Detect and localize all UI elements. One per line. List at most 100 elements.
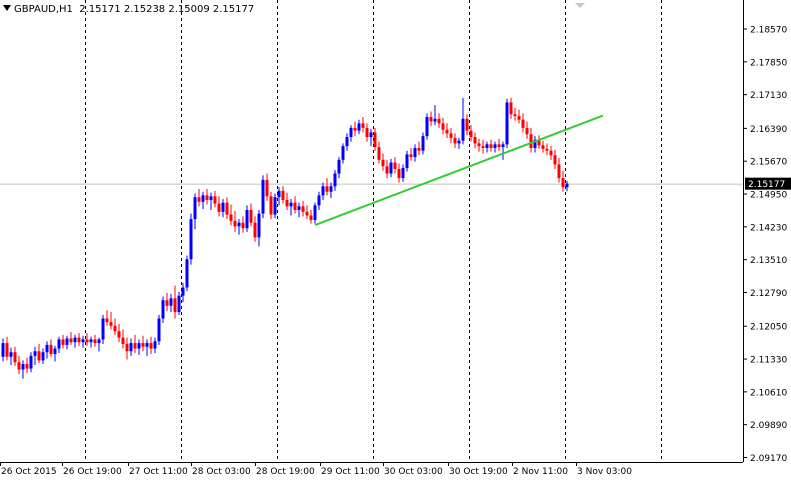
candle-body xyxy=(229,214,233,221)
candle-body xyxy=(313,205,317,221)
candle-body xyxy=(533,139,537,148)
candle-body xyxy=(77,337,81,343)
candle-body xyxy=(461,118,465,141)
x-tick-label: 3 Nov 03:00 xyxy=(577,467,632,477)
candle-body xyxy=(309,215,313,221)
candle-body xyxy=(89,339,93,343)
candle-body xyxy=(469,130,473,138)
candle-body xyxy=(173,298,177,313)
candle-body xyxy=(381,159,385,167)
candle-body xyxy=(513,114,517,117)
candle-body xyxy=(489,144,493,148)
candle-body xyxy=(161,300,165,319)
candle-body xyxy=(177,295,181,313)
x-tick-label: 30 Oct 03:00 xyxy=(384,467,443,477)
y-axis: 2.18570 2.17850 2.17130 2.16390 2.15670 2.149… xyxy=(743,26,787,464)
candle-body xyxy=(25,364,29,369)
candle-body xyxy=(485,144,489,148)
candle-body xyxy=(57,339,61,349)
y-tick-label: 2.10610 xyxy=(750,388,787,398)
candle-body xyxy=(237,222,241,227)
candle-body xyxy=(293,202,297,210)
candle-body xyxy=(549,150,553,156)
candle-body xyxy=(261,179,265,214)
candle-body xyxy=(537,139,541,146)
candle-body xyxy=(189,219,193,260)
candle-body xyxy=(265,179,269,197)
y-tick-label: 2.15670 xyxy=(750,158,787,168)
candle-body xyxy=(273,197,277,215)
candle-body xyxy=(361,123,365,128)
shift-marker-icon[interactable] xyxy=(575,3,585,8)
candle-body xyxy=(157,318,161,342)
candle-body xyxy=(317,195,321,206)
candle-body xyxy=(349,127,353,138)
candle-body xyxy=(429,116,433,122)
candle-body xyxy=(481,146,485,148)
candle-body xyxy=(209,196,213,200)
candle-body xyxy=(529,134,533,148)
y-tick-label: 2.18570 xyxy=(750,26,787,36)
y-tick-label: 2.12050 xyxy=(750,323,787,333)
candle-body xyxy=(373,132,377,148)
candle-body xyxy=(341,146,345,160)
candle-body xyxy=(141,343,145,347)
candle-body xyxy=(297,206,301,210)
x-tick-label: 2 Nov 11:00 xyxy=(513,467,568,477)
candle-body xyxy=(337,159,341,174)
candle-body xyxy=(561,178,565,188)
candle-body xyxy=(449,133,453,138)
candle-body xyxy=(21,364,25,370)
candle-body xyxy=(181,287,185,296)
candle-body xyxy=(437,118,441,124)
candle-body xyxy=(465,118,469,131)
candle-body xyxy=(125,343,129,352)
candle-body xyxy=(49,344,53,355)
x-tick-label: 26 Oct 19:00 xyxy=(63,467,122,477)
candle-body xyxy=(185,259,189,288)
candle-body xyxy=(133,343,137,349)
current-price-label: 2.15177 xyxy=(748,180,785,190)
candle-body xyxy=(425,116,429,137)
candle-body xyxy=(517,116,521,120)
candle-body xyxy=(85,339,89,343)
candle-body xyxy=(9,352,13,357)
y-tick-label: 2.13510 xyxy=(750,256,787,266)
x-tick-label: 26 Oct 2015 xyxy=(1,467,57,477)
candle-body xyxy=(105,318,109,323)
candle-body xyxy=(417,147,421,151)
candle-body xyxy=(65,338,69,345)
candles-group xyxy=(1,97,569,379)
candle-body xyxy=(321,186,325,196)
candle-body xyxy=(113,325,117,332)
candle-body xyxy=(81,339,85,343)
candle-body xyxy=(345,137,349,147)
x-tick-label: 30 Oct 19:00 xyxy=(449,467,508,477)
plot-background xyxy=(0,0,743,462)
candle-body xyxy=(333,173,337,187)
candle-body xyxy=(413,147,417,158)
candle-body xyxy=(505,102,509,145)
candle-body xyxy=(221,202,225,212)
candle-body xyxy=(61,339,65,345)
candle-body xyxy=(117,331,121,338)
candle-body xyxy=(153,341,157,349)
candle-body xyxy=(501,144,505,148)
candle-body xyxy=(525,127,529,135)
candle-body xyxy=(305,211,309,216)
ohlc-values: 2.15171 2.15238 2.15009 2.15177 xyxy=(79,4,255,15)
candle-body xyxy=(433,118,437,122)
candle-body xyxy=(565,183,569,188)
candle-body xyxy=(357,123,361,131)
dropdown-triangle-icon[interactable] xyxy=(3,5,11,11)
candle-body xyxy=(289,202,293,207)
candle-body xyxy=(253,222,257,238)
candle-body xyxy=(541,145,545,149)
candle-body xyxy=(165,300,169,306)
trendline[interactable] xyxy=(314,114,604,226)
x-tick-label: 27 Oct 11:00 xyxy=(129,467,188,477)
candle-body xyxy=(217,203,221,212)
candle-body xyxy=(93,339,97,344)
y-tick-label: 2.14230 xyxy=(750,223,787,233)
candle-body xyxy=(101,318,105,340)
